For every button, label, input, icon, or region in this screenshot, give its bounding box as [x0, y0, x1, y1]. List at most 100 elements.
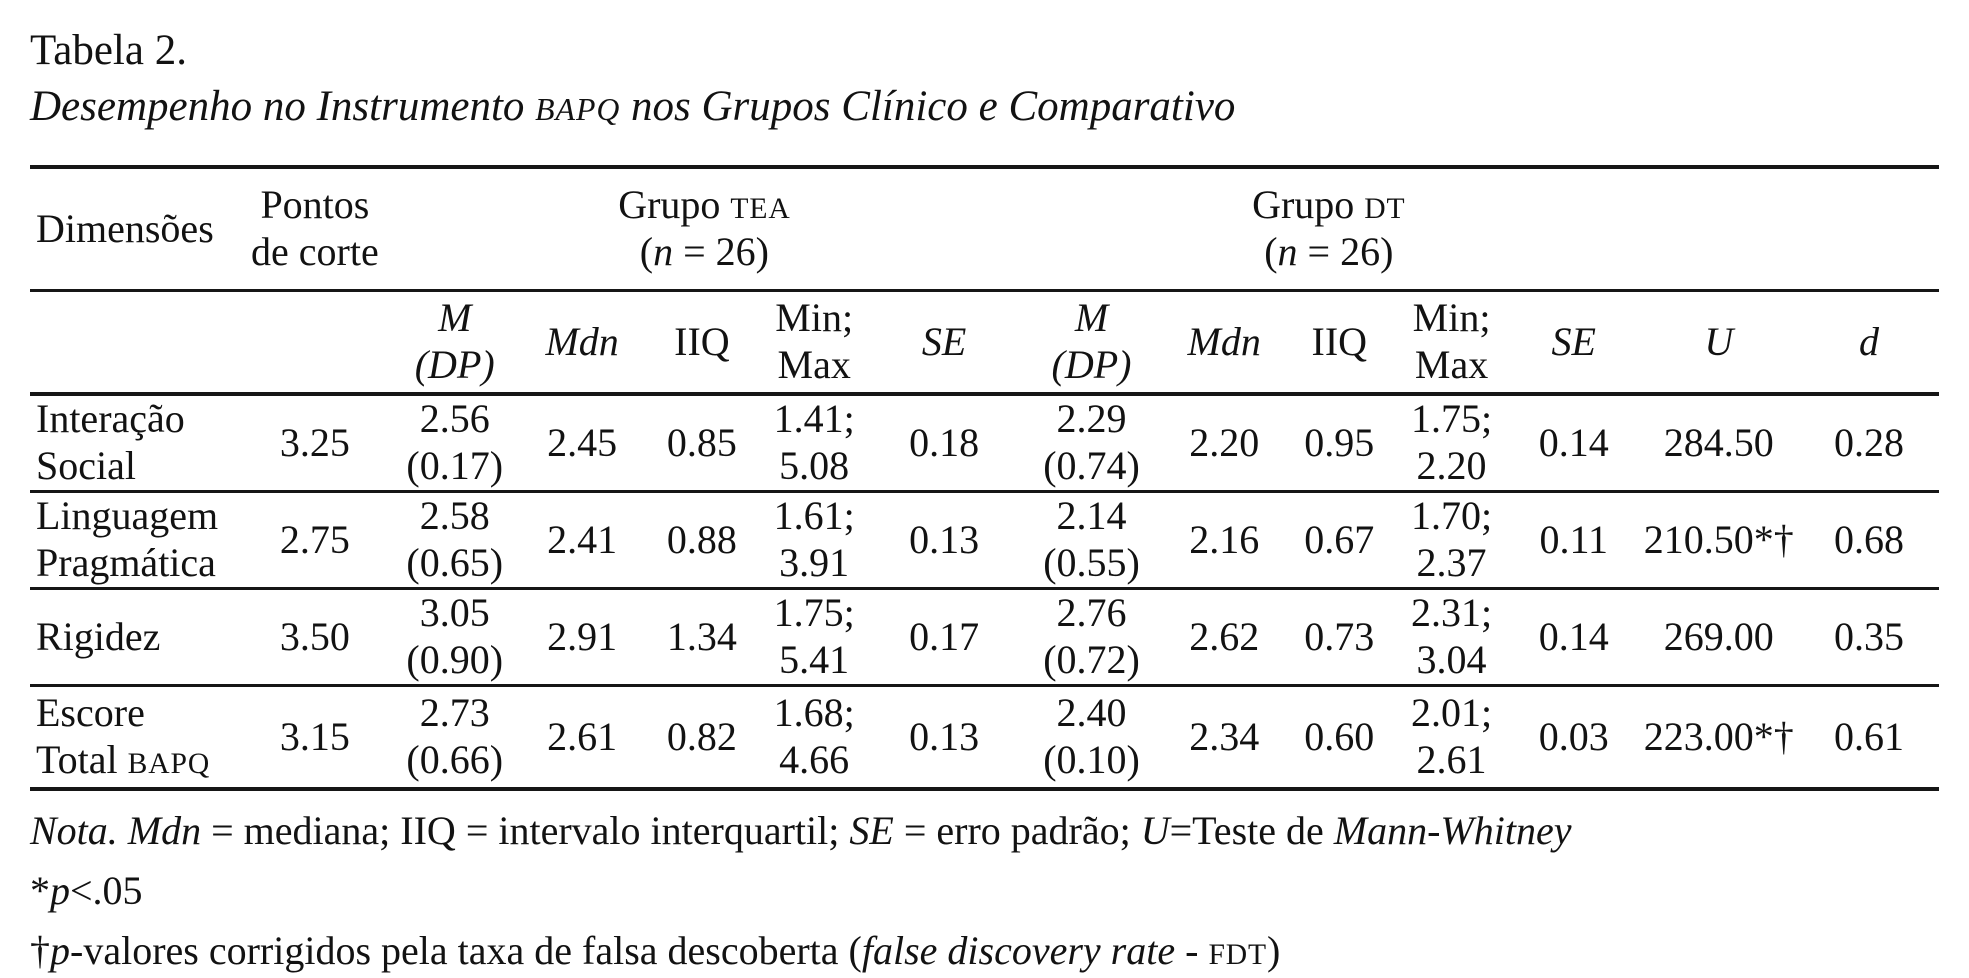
tea-minmax-cell: 1.41; 5.08	[759, 394, 870, 493]
dt-m-dp-cell: 2.14 (0.55)	[1018, 491, 1165, 590]
bapq-acronym: BAPQ	[127, 748, 211, 780]
caption-acronym-bapq: BAPQ	[535, 92, 621, 127]
dt-iiq-cell: 0.95	[1284, 394, 1395, 493]
bapq-results-table: Dimensões Pontos de corte Grupo TEA (n =…	[30, 165, 1939, 791]
table-row-linguagem-pragmatica: Linguagem Pragmática 2.75 2.58 (0.65) 2.4…	[30, 491, 1939, 590]
cutoff-cell: 3.15	[279, 713, 350, 759]
group-header-tea: Grupo TEA (n = 26)	[389, 167, 1019, 292]
u-cell: 269.00	[1638, 588, 1799, 687]
col-header-se-dt: SE	[1508, 290, 1639, 396]
tea-se-cell: 0.13	[869, 491, 1019, 590]
col-header-d: d	[1798, 290, 1939, 396]
col-header-u: U	[1638, 290, 1799, 396]
tea-acronym: TEA	[730, 193, 791, 226]
tea-m-dp-cell: 2.58 (0.65)	[389, 491, 520, 590]
tea-mdn-cell: 2.45	[519, 394, 645, 493]
col-header-cutoff: Pontos de corte	[239, 167, 390, 292]
col-header-mdn-dt: Mdn	[1164, 290, 1285, 396]
cutoff-cell: 2.75	[239, 491, 390, 590]
dt-mdn-cell: 2.62	[1164, 588, 1285, 687]
tea-mdn-cell: 2.91	[519, 588, 645, 687]
dimension-cell: Linguagem Pragmática	[30, 491, 240, 590]
group-dt-label: Grupo DT	[1252, 182, 1406, 228]
u-cell: 210.50*†	[1638, 491, 1799, 590]
fdt-acronym: FDT	[1208, 939, 1268, 971]
d-cell: 0.28	[1798, 394, 1939, 493]
footnote-fdr-correction: †p-valores corrigidos pela taxa de falsa…	[30, 928, 1281, 973]
tea-mdn-cell: 2.41	[519, 491, 645, 590]
dimension-cell: Escore Total BAPQ	[36, 690, 211, 782]
cutoff-line2: de corte	[251, 229, 379, 274]
group-tea-label: Grupo TEA	[618, 182, 791, 228]
d-cell: 0.35	[1798, 588, 1939, 687]
tea-se-cell: 0.18	[869, 394, 1019, 493]
header-row-stats: M (DP) Mdn IIQ Min; Max SE M (DP) Mdn II…	[30, 290, 1939, 396]
col-header-iiq-tea: IIQ	[644, 290, 760, 396]
dt-acronym: DT	[1364, 193, 1406, 226]
dt-mdn-cell: 2.20	[1164, 394, 1285, 493]
dt-minmax-cell: 2.31; 3.04	[1394, 588, 1509, 687]
u-cell: 284.50	[1638, 394, 1799, 493]
tea-iiq-cell: 0.82	[666, 713, 737, 759]
dt-minmax-cell: 1.70; 2.37	[1394, 491, 1509, 590]
tea-minmax-cell: 1.75; 5.41	[759, 588, 870, 687]
dt-iiq-cell: 0.60	[1304, 713, 1375, 759]
dt-mdn-cell: 2.34	[1189, 713, 1260, 759]
col-header-m-dp-dt: M (DP)	[1018, 290, 1165, 396]
tea-m-dp-cell: 2.73 (0.66)	[406, 690, 504, 782]
dt-mdn-cell: 2.16	[1164, 491, 1285, 590]
caption-text-pre: Desempenho no Instrumento	[30, 83, 536, 130]
dt-m-dp-cell: 2.29 (0.74)	[1018, 394, 1165, 493]
tea-se-cell: 0.13	[909, 713, 980, 759]
col-header-mdn-tea: Mdn	[519, 290, 645, 396]
tea-iiq-cell: 0.85	[644, 394, 760, 493]
u-cell: 223.00*†	[1643, 713, 1794, 759]
tea-mdn-cell: 2.61	[547, 713, 618, 759]
footnote-significance: *p<.05	[30, 868, 143, 913]
dimension-cell: Rigidez	[30, 588, 240, 687]
group-dt-n: (n = 26)	[1264, 229, 1394, 274]
tea-minmax-cell: 1.61; 3.91	[759, 491, 870, 590]
dt-m-dp-cell: 2.40 (0.10)	[1043, 690, 1140, 782]
cutoff-cell: 3.25	[239, 394, 390, 493]
col-header-m-dp-tea: M (DP)	[389, 290, 520, 396]
col-header-minmax-dt: Min; Max	[1394, 290, 1509, 396]
d-cell: 0.61	[1833, 713, 1904, 759]
dt-se-cell: 0.14	[1508, 588, 1639, 687]
col-header-dimensions: Dimensões	[30, 167, 240, 292]
dt-minmax-cell: 2.01; 2.61	[1410, 690, 1493, 782]
table-row-interacao-social: Interação Social 3.25 2.56 (0.17) 2.45 0.…	[30, 394, 1939, 493]
dt-se-cell: 0.11	[1508, 491, 1639, 590]
table-caption: Desempenho no Instrumento BAPQ nos Grupo…	[30, 82, 1939, 135]
dt-se-cell: 0.03	[1538, 713, 1609, 759]
stats-spacer-cutoff	[239, 290, 390, 396]
tea-minmax-cell: 1.68; 4.66	[773, 690, 855, 782]
header-row-groups: Dimensões Pontos de corte Grupo TEA (n =…	[30, 167, 1939, 292]
dt-iiq-cell: 0.73	[1284, 588, 1395, 687]
dt-m-dp-cell: 2.76 (0.72)	[1018, 588, 1165, 687]
group-tea-n: (n = 26)	[639, 229, 770, 274]
tea-m-dp-cell: 3.05 (0.90)	[389, 588, 520, 687]
dt-minmax-cell: 1.75; 2.20	[1394, 394, 1509, 493]
table-row-escore-total: Escore Total BAPQ 3.15 2.73 (0.66) 2.61 0…	[30, 686, 1939, 790]
header-spacer-d	[1798, 167, 1939, 292]
footnote-definitions: Nota. Mdn = mediana; IIQ = intervalo int…	[30, 808, 1572, 853]
col-header-iiq-dt: IIQ	[1284, 290, 1395, 396]
table-row-rigidez: Rigidez 3.50 3.05 (0.90) 2.91 1.34 1.75; 5…	[30, 588, 1939, 687]
page-title: Tabela 2.	[30, 27, 187, 74]
dagger-symbol: †	[30, 928, 50, 973]
header-spacer-u	[1638, 167, 1799, 292]
caption-text-post: nos Grupos Clínico e Comparativo	[620, 83, 1236, 130]
tea-iiq-cell: 0.88	[644, 491, 760, 590]
stats-spacer-dimensions	[30, 290, 240, 396]
dt-se-cell: 0.14	[1508, 394, 1639, 493]
group-header-dt: Grupo DT (n = 26)	[1018, 167, 1639, 292]
col-header-minmax-tea: Min; Max	[759, 290, 870, 396]
dt-iiq-cell: 0.67	[1284, 491, 1395, 590]
tea-iiq-cell: 1.34	[644, 588, 760, 687]
cutoff-line1: Pontos	[260, 182, 370, 228]
tea-se-cell: 0.17	[869, 588, 1019, 687]
cutoff-cell: 3.50	[239, 588, 390, 687]
dimension-cell: Interação Social	[30, 394, 240, 493]
